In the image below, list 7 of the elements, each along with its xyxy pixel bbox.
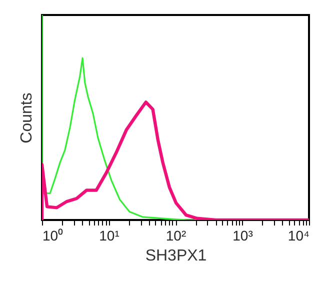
x-tick-label: 10² xyxy=(166,228,186,244)
x-axis-title: SH3PX1 xyxy=(145,248,207,264)
x-tick-label: 10⁴ xyxy=(288,228,310,244)
x-tick-label: 10⁰ xyxy=(42,228,64,244)
x-tick-label: 10¹ xyxy=(99,228,120,244)
x-tick-label: 10³ xyxy=(232,228,254,244)
y-axis-title: Counts xyxy=(18,92,36,144)
